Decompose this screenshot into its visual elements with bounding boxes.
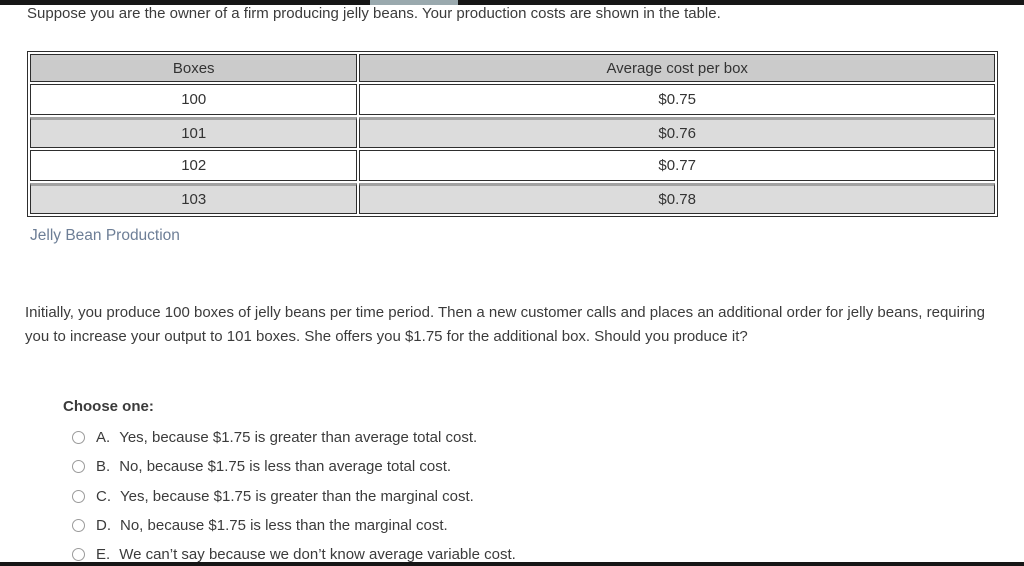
option-b[interactable]: B. No, because $1.75 is less than averag… — [72, 452, 972, 481]
radio-button-c[interactable] — [72, 489, 85, 503]
radio-button-d[interactable] — [72, 519, 85, 533]
option-c[interactable]: C. Yes, because $1.75 is greater than th… — [72, 482, 972, 511]
option-text: Yes, because $1.75 is greater than the m… — [120, 487, 474, 505]
production-cost-table: Boxes Average cost per box 100 $0.75 101… — [27, 51, 998, 217]
table-caption: Jelly Bean Production — [30, 227, 180, 244]
cell-avg-cost: $0.78 — [359, 183, 995, 214]
top-scrollbar-thumb[interactable] — [370, 0, 458, 5]
radio-button-a[interactable] — [72, 431, 85, 445]
radio-button-e[interactable] — [72, 548, 85, 562]
table-row: 103 $0.78 — [30, 183, 995, 214]
answer-options: A. Yes, because $1.75 is greater than av… — [72, 423, 972, 566]
option-letter: B. — [96, 458, 111, 476]
option-letter: A. — [96, 429, 111, 447]
question-text: Initially, you produce 100 boxes of jell… — [25, 304, 985, 345]
option-e[interactable]: E. We can’t say because we don’t know av… — [72, 540, 972, 566]
cell-avg-cost: $0.75 — [359, 84, 995, 115]
option-letter: D. — [96, 517, 111, 535]
option-text: No, because $1.75 is less than the margi… — [120, 517, 448, 535]
cell-avg-cost: $0.77 — [359, 150, 995, 181]
cell-boxes: 102 — [30, 150, 358, 181]
cell-boxes: 103 — [30, 183, 358, 214]
top-scrollbar-track — [0, 0, 1024, 5]
option-a[interactable]: A. Yes, because $1.75 is greater than av… — [72, 423, 972, 452]
table-row: 102 $0.77 — [30, 150, 995, 181]
table-row: 101 $0.76 — [30, 117, 995, 148]
option-letter: C. — [96, 487, 111, 505]
option-text: Yes, because $1.75 is greater than avera… — [119, 429, 478, 447]
option-text: We can’t say because we don’t know avera… — [119, 546, 516, 564]
radio-button-b[interactable] — [72, 460, 85, 474]
cell-avg-cost: $0.76 — [359, 117, 995, 148]
choose-one-label: Choose one: — [63, 398, 154, 415]
cell-boxes: 101 — [30, 117, 358, 148]
option-letter: E. — [96, 546, 111, 564]
column-header-avg-cost: Average cost per box — [359, 54, 995, 82]
intro-text: Suppose you are the owner of a firm prod… — [27, 5, 721, 22]
cell-boxes: 100 — [30, 84, 358, 115]
table-header-row: Boxes Average cost per box — [30, 54, 995, 82]
option-text: No, because $1.75 is less than average t… — [119, 458, 452, 476]
option-d[interactable]: D. No, because $1.75 is less than the ma… — [72, 511, 972, 540]
column-header-boxes: Boxes — [30, 54, 358, 82]
table-row: 100 $0.75 — [30, 84, 995, 115]
bottom-bar — [0, 562, 1024, 566]
